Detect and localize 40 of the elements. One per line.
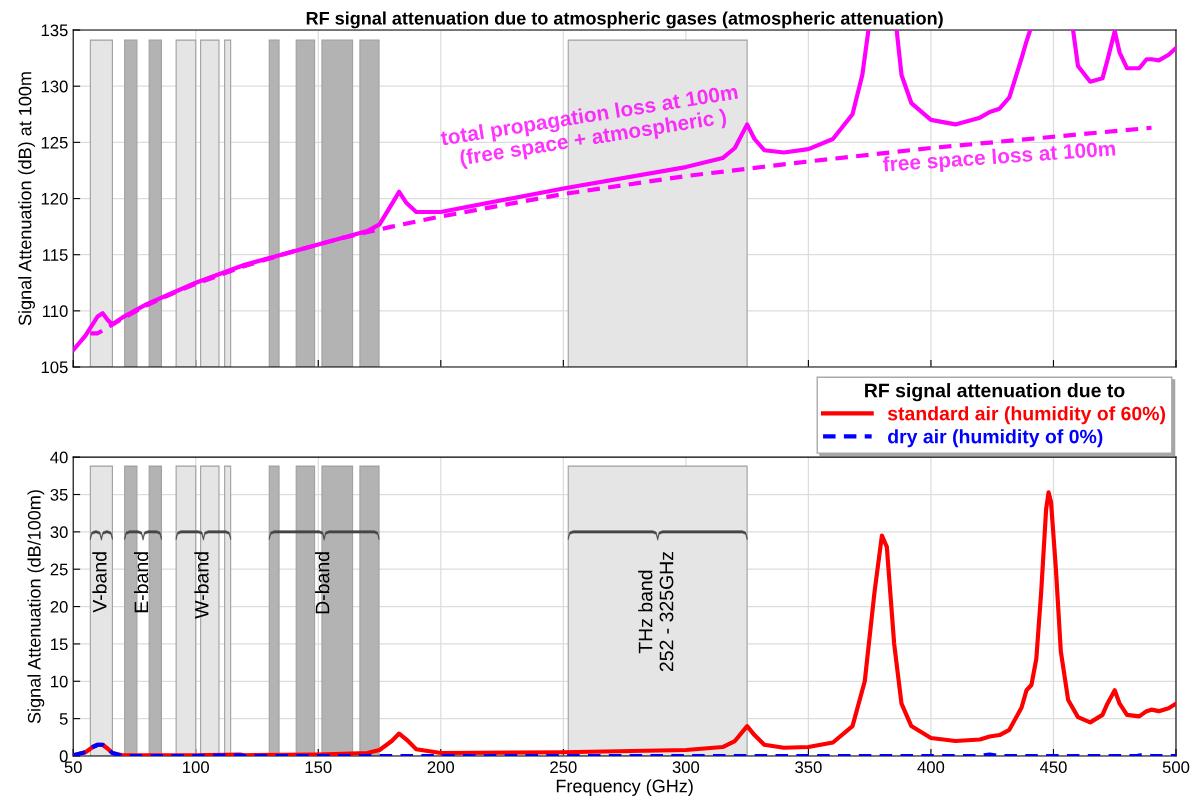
band-label: D-band (315, 552, 330, 614)
band-label: V-band (92, 552, 107, 613)
y-axis-title: Signal Attenuation (dB/100m) (27, 490, 45, 724)
x-tick-label: 400 (917, 761, 945, 774)
y-tick-label: 5 (59, 713, 68, 725)
band-label: E-band (133, 552, 149, 613)
x-tick-label: 250 (550, 761, 577, 774)
y-tick-label: 115 (43, 249, 68, 261)
y-tick-label: 40 (50, 451, 68, 464)
x-tick-label: 300 (672, 761, 700, 774)
series-label: free space loss at 100m (882, 140, 1116, 176)
y-tick-label: 125 (41, 136, 68, 149)
x-tick-label: 150 (305, 761, 332, 774)
band-label: THz band 252 - 325GHz (638, 552, 674, 672)
y-tick-label: 105 (41, 361, 68, 374)
y-tick-label: 30 (50, 526, 68, 539)
y-tick-label: 0 (59, 750, 68, 763)
x-axis-title: Frequency (GHz) (556, 779, 693, 796)
x-tick-label: 500 (1162, 761, 1190, 774)
chart-title: RF signal attenuation due to atmospheric gases (atmospheric attenuation) (306, 11, 943, 29)
y-tick-label: 135 (41, 24, 68, 37)
y-tick-label: 10 (51, 675, 68, 688)
y-tick-label: 130 (41, 80, 68, 93)
y-tick-label: 35 (50, 488, 68, 501)
text: total propagation loss at 100m (free space + atmospheric ) (439, 83, 739, 170)
x-tick-label: 50 (64, 761, 82, 774)
y-tick-label: 110 (43, 305, 68, 318)
y-tick-label: 25 (50, 563, 68, 576)
x-tick-label: 100 (183, 761, 209, 774)
text: standard air (humidity of 60%) (887, 406, 1166, 425)
text: dry air (humidity of 0%) (888, 429, 1103, 448)
legend-title: RF signal attenuation due to (865, 383, 1125, 402)
y-tick-label: 15 (51, 638, 68, 651)
y-tick-label: 20 (50, 600, 68, 613)
y-axis-title: Signal Attenuation (dB) at 100m (18, 72, 35, 326)
x-tick-label: 350 (795, 761, 822, 774)
x-tick-label: 450 (1039, 761, 1067, 774)
x-tick-label: 200 (427, 761, 455, 774)
band-label: W-band (194, 552, 209, 619)
y-tick-label: 120 (41, 192, 68, 205)
